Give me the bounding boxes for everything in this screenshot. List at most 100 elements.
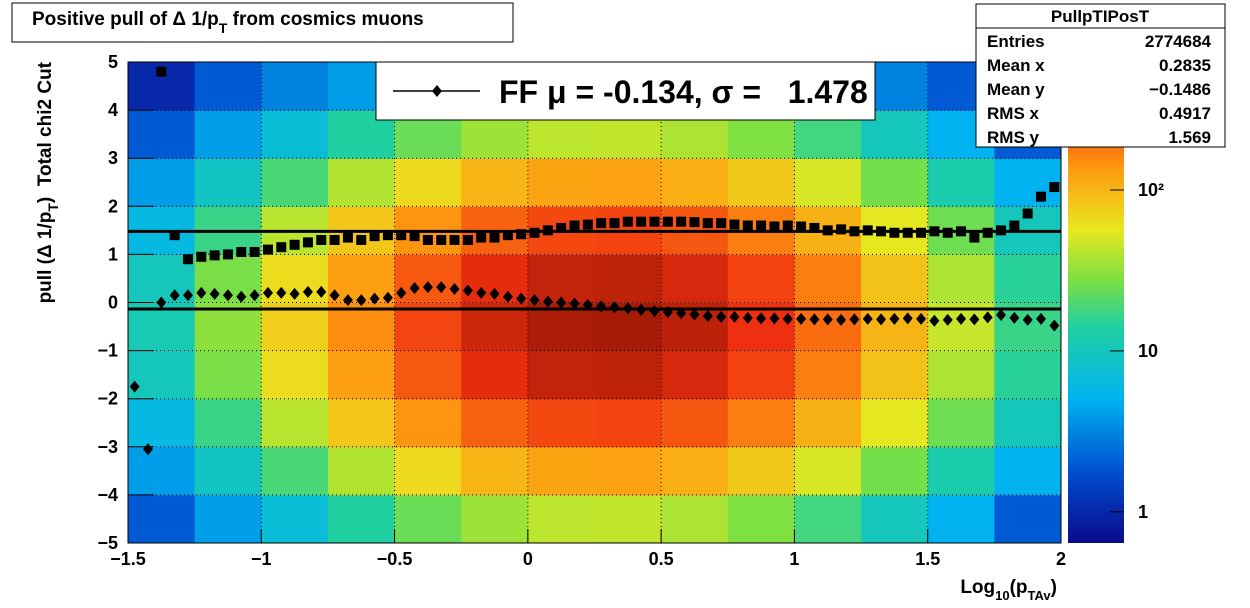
square-marker (289, 239, 300, 250)
heatmap-cell (394, 446, 462, 496)
heatmap-cell (194, 398, 262, 448)
square-marker (902, 227, 913, 238)
diamond-marker (382, 291, 393, 304)
diamond-marker (236, 290, 247, 303)
x-label-mid: (p (1010, 577, 1028, 598)
heatmap-cell (927, 398, 995, 448)
x-tick-label: −0.5 (377, 549, 413, 569)
square-marker (862, 225, 873, 236)
x-tick-label: 0.5 (649, 549, 674, 569)
square-marker (556, 222, 567, 233)
heatmap-cell (661, 350, 729, 400)
diamond-marker (156, 296, 167, 309)
y-label-main: pull (Δ 1/p (35, 212, 56, 304)
diamond-marker (302, 285, 313, 298)
square-marker (222, 249, 233, 260)
heatmap-cell (794, 254, 862, 303)
diamond-marker (942, 313, 953, 326)
diamond-marker (1036, 312, 1047, 325)
stats-value: −0.1486 (1149, 80, 1211, 99)
diamond-marker (609, 301, 620, 314)
y-axis-label: pull (Δ 1/pT) Total chi2 Cut (35, 61, 61, 303)
square-marker (622, 216, 633, 227)
legend-mu: -0.134 (603, 74, 694, 110)
heatmap-cell (861, 350, 929, 400)
heatmap-cell (994, 494, 1062, 544)
diamond-marker (182, 289, 193, 302)
diamond-marker (1022, 313, 1033, 326)
y-tick-label: −4 (97, 485, 118, 505)
heatmap-cell (794, 398, 862, 448)
heatmap-cell (261, 494, 329, 544)
diamond-marker (822, 313, 833, 326)
square-marker (329, 234, 340, 245)
square-marker (569, 220, 580, 231)
diamond-marker (716, 310, 727, 323)
diamond-marker (956, 312, 967, 325)
heatmap-cell (527, 494, 595, 544)
square-marker (409, 231, 420, 242)
square-marker (836, 224, 847, 235)
x-label-main: Log (960, 577, 995, 598)
square-marker (436, 234, 447, 245)
heatmap-cell (194, 158, 262, 207)
square-marker (462, 234, 473, 245)
diamond-marker (342, 294, 353, 307)
x-axis-label: Log10(pTAv) (960, 577, 1057, 603)
heatmap-cell (261, 350, 329, 400)
diamond-marker (556, 296, 567, 309)
heatmap-cell (394, 158, 462, 207)
square-marker (636, 216, 647, 227)
heatmap-cell (527, 254, 595, 303)
x-label-sub: TAv (1028, 588, 1052, 603)
heatmap-cell (661, 398, 729, 448)
square-marker (542, 225, 553, 236)
x-tick-label: −1 (251, 549, 272, 569)
stats-label: RMS x (987, 104, 1040, 123)
square-marker (742, 220, 753, 231)
heatmap-cell (927, 350, 995, 400)
title-sub: T (219, 20, 228, 36)
diamond-marker (476, 286, 487, 299)
square-marker (702, 218, 713, 229)
square-marker (156, 66, 167, 77)
square-marker (969, 232, 980, 243)
stats-value: 1.569 (1168, 128, 1211, 147)
heatmap-cell (861, 302, 929, 352)
diamond-marker (876, 313, 887, 326)
diamond-marker (222, 289, 233, 302)
heatmap-cell (994, 254, 1062, 303)
heatmap-cell (128, 158, 196, 207)
heatmap-cell (128, 446, 196, 496)
heatmap-cell (594, 494, 662, 544)
heatmap-cell (927, 494, 995, 544)
diamond-marker (969, 313, 980, 326)
heatmap-cell (527, 350, 595, 400)
heatmap-cell (661, 446, 729, 496)
diamond-marker (436, 281, 447, 294)
heatmap-cell (527, 446, 595, 496)
square-marker (809, 222, 820, 233)
diamond-marker (169, 289, 180, 302)
square-marker (796, 221, 807, 232)
diamond-marker (796, 312, 807, 325)
heatmap-cell (727, 350, 795, 400)
diamond-marker (742, 311, 753, 324)
diamond-marker (689, 308, 700, 321)
diamond-marker (249, 289, 260, 302)
square-marker (756, 220, 767, 231)
square-marker (529, 227, 540, 238)
heatmap-cell (727, 398, 795, 448)
heatmap-cell (794, 446, 862, 496)
square-marker (196, 251, 207, 262)
stats-label: Entries (987, 32, 1045, 51)
heatmap-cell (727, 446, 795, 496)
heatmap-cell (261, 110, 329, 159)
square-marker (996, 225, 1007, 236)
diamond-marker (756, 312, 767, 325)
diamond-marker (449, 283, 460, 296)
heatmap-cell (794, 350, 862, 400)
diamond-marker (289, 287, 300, 300)
square-marker (662, 216, 673, 227)
